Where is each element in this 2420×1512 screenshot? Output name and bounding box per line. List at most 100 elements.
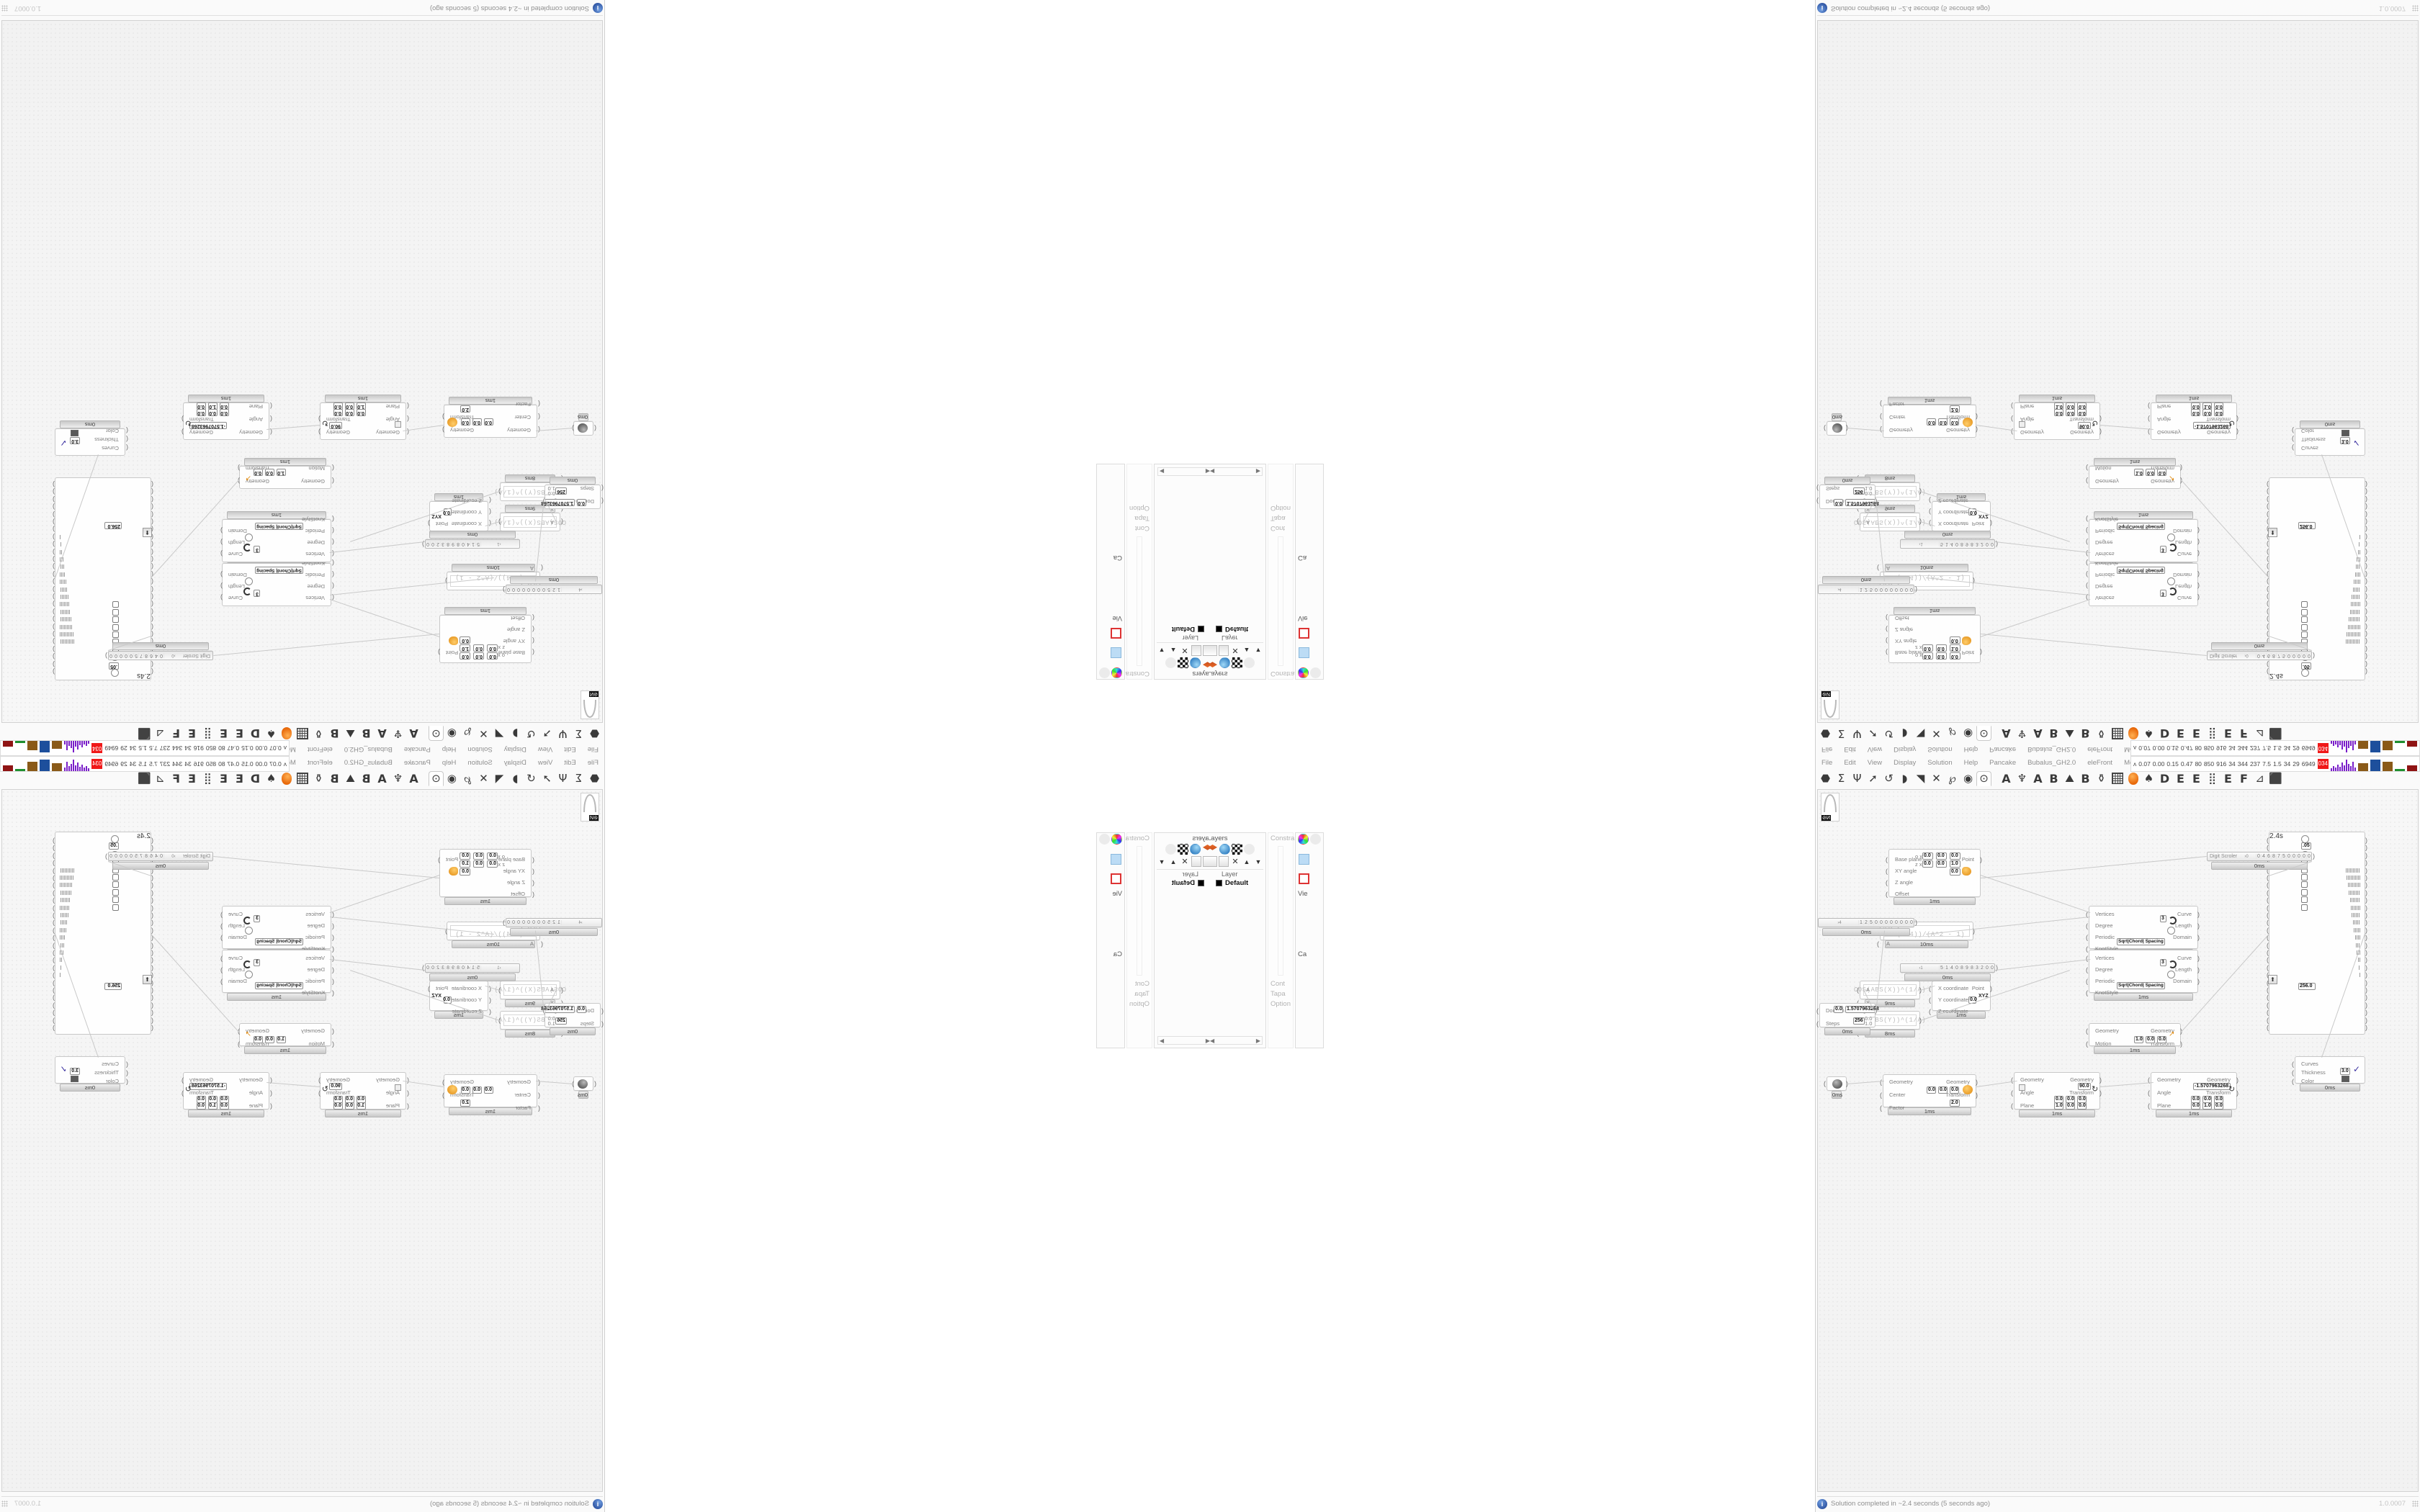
output-port[interactable]: ): [53, 623, 55, 631]
surface-icon[interactable]: ◗: [1901, 727, 1908, 740]
node-value-field[interactable]: 256.0: [2298, 983, 2316, 990]
gh-menu-item-bubalus-gh2-0[interactable]: Bubalus_GH2.0: [344, 745, 393, 754]
color-swatch[interactable]: [71, 1076, 79, 1082]
ribbon-component-E[interactable]: E: [220, 726, 228, 741]
ribbon-component-F[interactable]: F: [172, 726, 180, 741]
curve-icon[interactable]: ↺: [526, 727, 536, 740]
input-port[interactable]: (: [151, 608, 153, 616]
output-port[interactable]: [501, 919, 505, 925]
camera-panel[interactable]: Vie Ca: [1096, 832, 1125, 1048]
gh-menu-item-help[interactable]: Help: [1963, 758, 1978, 767]
slider-track[interactable]: ›1 5 1 4 0 8 9 8 3 2 0 0: [425, 539, 520, 549]
gh-menu-item-file[interactable]: File: [1821, 758, 1833, 767]
input-port[interactable]: (: [2267, 503, 2269, 511]
node-value-field[interactable]: 1.0: [2134, 469, 2143, 476]
output-port[interactable]: [2236, 1090, 2240, 1096]
output-port[interactable]: ): [53, 986, 55, 994]
node-value-field[interactable]: 0.0: [473, 860, 484, 868]
output-port[interactable]: ): [2365, 541, 2367, 549]
output-port[interactable]: ): [2365, 526, 2367, 534]
input-port[interactable]: [331, 967, 334, 973]
input-port[interactable]: [1929, 997, 1932, 1003]
output-port[interactable]: [180, 1090, 184, 1096]
node-value-field[interactable]: 0.0: [333, 402, 343, 410]
output-port[interactable]: [1976, 427, 1979, 433]
gh-node-scale[interactable]: 1msGeometryCenterFactorGeometryTransform…: [1883, 1074, 1976, 1115]
input-port[interactable]: (: [151, 1024, 153, 1031]
node-value-field[interactable]: 0.0: [577, 1006, 586, 1013]
gear-icon[interactable]: [1099, 834, 1110, 845]
output-port[interactable]: ): [53, 481, 55, 488]
node-value-field[interactable]: 0.0: [2066, 402, 2075, 410]
orange-blob-icon[interactable]: [279, 726, 295, 742]
output-port[interactable]: [219, 551, 223, 557]
output-port[interactable]: ): [2365, 934, 2367, 942]
input-port[interactable]: (: [2267, 1001, 2269, 1009]
layer-row[interactable]: Default: [1210, 878, 1263, 888]
node-value-field[interactable]: 256.0: [2298, 522, 2316, 529]
output-port[interactable]: ): [53, 874, 55, 881]
grasshopper-canvas[interactable]: ⊘И 1msBase planeXY angleZ angleOffsetPoi…: [1817, 20, 2419, 723]
input-port[interactable]: (: [2267, 844, 2269, 852]
sets-icon[interactable]: Ψ: [1852, 727, 1862, 740]
input-port[interactable]: [531, 615, 534, 621]
color-wheel-icon[interactable]: [1298, 667, 1309, 678]
layers-scrollbar[interactable]: ◀ ▶: [1157, 1036, 1210, 1045]
display-eye-icon[interactable]: ◉: [447, 772, 457, 785]
input-port[interactable]: [560, 519, 563, 525]
output-port[interactable]: [317, 429, 321, 435]
gh-node-scale[interactable]: 1msGeometryCenterFactorGeometryTransform…: [1883, 397, 1979, 438]
input-port[interactable]: [2292, 436, 2295, 442]
output-port[interactable]: ): [53, 934, 55, 942]
input-port[interactable]: (: [151, 994, 153, 1002]
node-value-field[interactable]: 0.0: [2157, 469, 2166, 476]
output-port[interactable]: ): [53, 608, 55, 616]
material-icon[interactable]: [1190, 657, 1201, 668]
node-value-field[interactable]: 1.0: [2134, 1036, 2143, 1043]
node-value-field[interactable]: 0.0: [2214, 402, 2223, 410]
input-port[interactable]: [2292, 1079, 2295, 1084]
input-port[interactable]: [269, 1103, 272, 1109]
output-port[interactable]: [2180, 465, 2184, 471]
layers-table[interactable]: Layer Default: [1210, 624, 1263, 643]
gh-slider-slider-b[interactable]: ›1 5 1 4 0 8 9 8 3 2 0 0 0ms: [425, 963, 520, 981]
ribbon-component-A[interactable]: A: [377, 771, 387, 786]
output-port[interactable]: ): [2365, 844, 2367, 852]
gh-menu-item-elefront[interactable]: eleFront: [307, 745, 333, 754]
node-value-field[interactable]: 0.0: [197, 402, 206, 410]
output-port[interactable]: [104, 853, 107, 859]
output-port[interactable]: ): [53, 645, 55, 653]
output-port[interactable]: ): [2365, 631, 2367, 638]
input-port[interactable]: [531, 891, 534, 897]
output-port[interactable]: [219, 923, 223, 929]
output-port[interactable]: ): [2365, 912, 2367, 919]
node-value-field[interactable]: 3.0: [2340, 437, 2350, 444]
input-port[interactable]: (: [2267, 556, 2269, 563]
node-value-field[interactable]: 0.0: [2066, 409, 2075, 416]
node-value-field[interactable]: 0.0: [1950, 418, 1959, 426]
maths-sigma-icon[interactable]: Σ: [575, 727, 583, 740]
output-port[interactable]: ): [53, 971, 55, 979]
output-port[interactable]: [219, 539, 223, 545]
node-value-field[interactable]: 0.0: [2077, 409, 2087, 416]
gh-menu-item-display[interactable]: Display: [503, 745, 526, 754]
slider-track[interactable]: ›4 1 2 5 0 0 0 0 0 0 0 0: [1818, 585, 1914, 594]
node-value-field[interactable]: 0.0: [1834, 1006, 1843, 1013]
slider-track[interactable]: ›4 1 2 5 0 0 0 0 0 0 0 0: [506, 585, 602, 594]
input-port[interactable]: [1929, 509, 1932, 515]
output-port[interactable]: [1915, 587, 1919, 593]
layers-panel-toolbar[interactable]: [1155, 843, 1210, 855]
gh-menu-item-view[interactable]: View: [1867, 745, 1883, 754]
output-port[interactable]: ): [2365, 1024, 2367, 1031]
gh-node-range[interactable]: 0msDomainStepsRange0.01.57079632682560.0…: [541, 1003, 601, 1035]
input-port[interactable]: (: [151, 556, 153, 563]
gh-menu-item-edit[interactable]: Edit: [564, 758, 576, 767]
output-port[interactable]: ): [2365, 963, 2367, 971]
output-port[interactable]: [317, 416, 321, 422]
node-value-field[interactable]: 1.0: [460, 860, 470, 868]
input-port[interactable]: (: [151, 593, 153, 600]
layers-tools[interactable]: ✕ ▲ ▼: [1155, 855, 1210, 868]
output-port[interactable]: [2197, 978, 2201, 984]
